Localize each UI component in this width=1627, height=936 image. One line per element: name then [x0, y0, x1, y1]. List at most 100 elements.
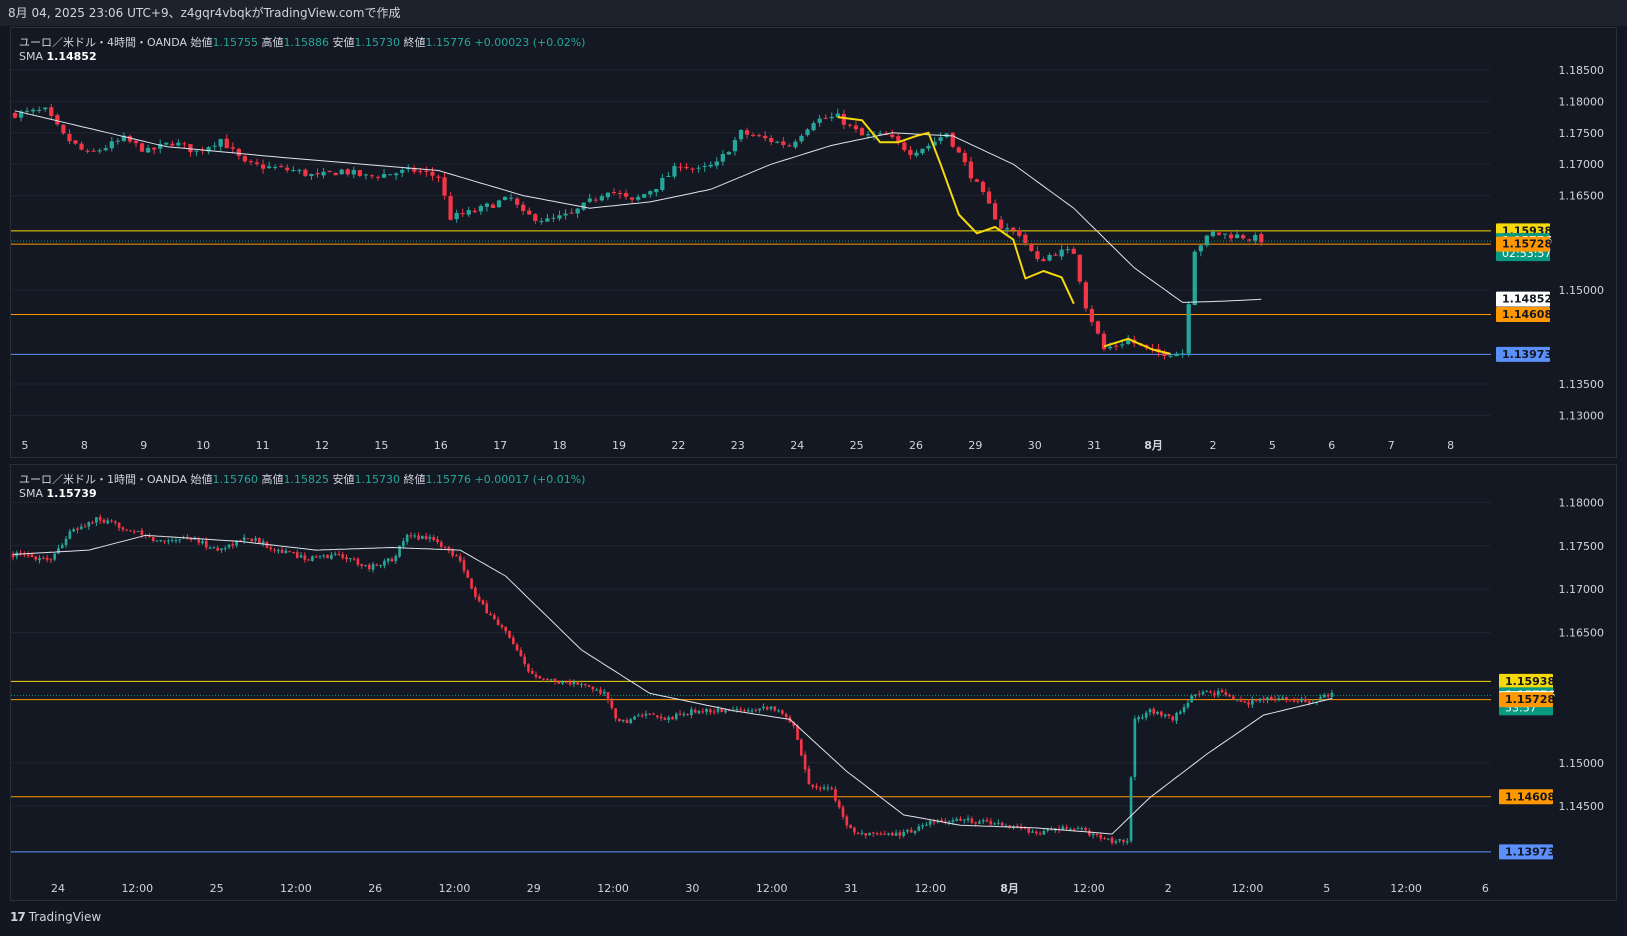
candle-up — [962, 819, 966, 821]
candle-down — [617, 192, 623, 195]
candle-down — [757, 135, 762, 137]
candle-down — [314, 556, 318, 558]
candle-down — [1084, 828, 1087, 831]
candle-up — [1125, 841, 1129, 843]
chart-caption: 8月 04, 2025 23:06 UTC+9、z4gqr4vbqkがTradi… — [0, 0, 1627, 26]
price-badge — [1499, 673, 1553, 689]
candle-up — [1005, 228, 1010, 230]
change-value: +0.00023 (+0.02%) — [474, 36, 586, 49]
candle-up — [321, 171, 326, 176]
close-value: 1.15776 — [425, 36, 472, 49]
candle-down — [280, 549, 284, 553]
candle-down — [940, 819, 943, 822]
time-tick-label: 12:00 — [280, 882, 312, 895]
candle-up — [682, 713, 686, 715]
candle-down — [55, 115, 60, 125]
sma-legend[interactable]: SMA 1.14852 — [19, 50, 97, 63]
candle-up — [750, 710, 754, 712]
candle-down — [606, 692, 610, 700]
candle-down — [1113, 345, 1119, 347]
candle-down — [197, 539, 201, 543]
candle-up — [1210, 231, 1216, 237]
candle-down — [853, 827, 856, 833]
candle-down — [1103, 838, 1106, 840]
candle-down — [493, 615, 496, 619]
candle-up — [276, 549, 280, 552]
candle-down — [1228, 694, 1231, 697]
candle-up — [454, 212, 459, 220]
candle-down — [1101, 333, 1107, 350]
candle-down — [224, 138, 229, 149]
candle-down — [849, 824, 852, 828]
candle-down — [436, 176, 441, 178]
candle-up — [1174, 353, 1179, 357]
candle-down — [132, 531, 136, 533]
chart-pane-4h[interactable]: 1.18500 1.18000 1.17500 1.17000 1.16500 1.150… — [10, 27, 1617, 458]
candle-up — [705, 708, 708, 712]
candle-down — [375, 564, 379, 567]
time-tick-label: 5 — [22, 439, 29, 452]
candle-down — [841, 807, 845, 817]
candle-up — [938, 137, 943, 141]
candle-up — [1059, 249, 1064, 257]
symbol-title[interactable]: ユーロ／米ドル・1時間・OANDA — [19, 473, 188, 486]
candle-up — [322, 555, 326, 557]
candle-down — [587, 685, 591, 687]
candle-down — [875, 833, 879, 835]
candle-down — [883, 833, 887, 835]
candle-down — [356, 558, 360, 565]
candle-down — [279, 166, 284, 168]
candle-down — [462, 560, 466, 571]
candle-up — [702, 165, 707, 167]
candle-up — [1168, 355, 1173, 357]
candle-up — [1114, 841, 1118, 843]
candle-down — [787, 145, 792, 147]
candle-up — [572, 681, 576, 685]
candle-down — [485, 603, 489, 614]
candle-down — [357, 170, 362, 176]
time-tick-label: 5 — [1323, 882, 1330, 895]
candle-down — [583, 683, 587, 685]
candle-down — [968, 161, 974, 179]
time-tick-label: 12:00 — [597, 882, 629, 895]
sma-legend[interactable]: SMA 1.15739 — [19, 487, 97, 500]
candle-down — [530, 671, 534, 674]
time-tick-label: 15 — [374, 439, 388, 452]
tradingview-brand[interactable]: 17 TradingView — [10, 910, 101, 924]
candle-down — [763, 135, 768, 139]
time-tick-label: 31 — [844, 882, 858, 895]
candle-down — [11, 554, 15, 558]
price-badge — [1499, 789, 1553, 805]
candle-up — [484, 203, 490, 207]
drawn-curve — [1103, 337, 1171, 355]
candle-up — [273, 167, 278, 169]
candle-up — [254, 538, 257, 541]
candle-down — [625, 720, 629, 724]
candle-up — [1141, 717, 1144, 719]
time-tick-label: 6 — [1328, 439, 1335, 452]
candle-down — [30, 554, 34, 557]
candle-down — [239, 540, 242, 542]
candle-up — [194, 150, 199, 152]
candle-down — [1053, 254, 1058, 256]
chart-pane-1h[interactable]: 1.18000 1.17500 1.17000 1.16500 1.15000 1.145… — [10, 464, 1617, 901]
candle-down — [472, 210, 477, 213]
candle-up — [201, 541, 204, 544]
candle-down — [534, 674, 538, 677]
symbol-title[interactable]: ユーロ／米ドル・4時間・OANDA — [19, 36, 188, 49]
time-tick-label: 9 — [140, 439, 147, 452]
time-tick-label: 8月 — [1000, 882, 1019, 895]
candle-up — [1266, 697, 1269, 701]
candle-up — [1253, 234, 1258, 241]
candle-up — [654, 189, 659, 193]
time-tick-label: 24 — [51, 882, 65, 895]
open-value: 1.15755 — [212, 36, 259, 49]
candle-up — [633, 716, 636, 720]
candlestick-chart-4h[interactable]: 1.18500 1.18000 1.17500 1.17000 1.16500 1.150… — [11, 28, 1616, 457]
candle-up — [261, 541, 265, 544]
candle-up — [805, 129, 810, 136]
candle-up — [208, 547, 212, 549]
candlestick-chart-1h[interactable]: 1.18000 1.17500 1.17000 1.16500 1.15000 1.145… — [11, 465, 1616, 900]
candle-up — [24, 110, 30, 112]
candle-down — [182, 143, 187, 145]
